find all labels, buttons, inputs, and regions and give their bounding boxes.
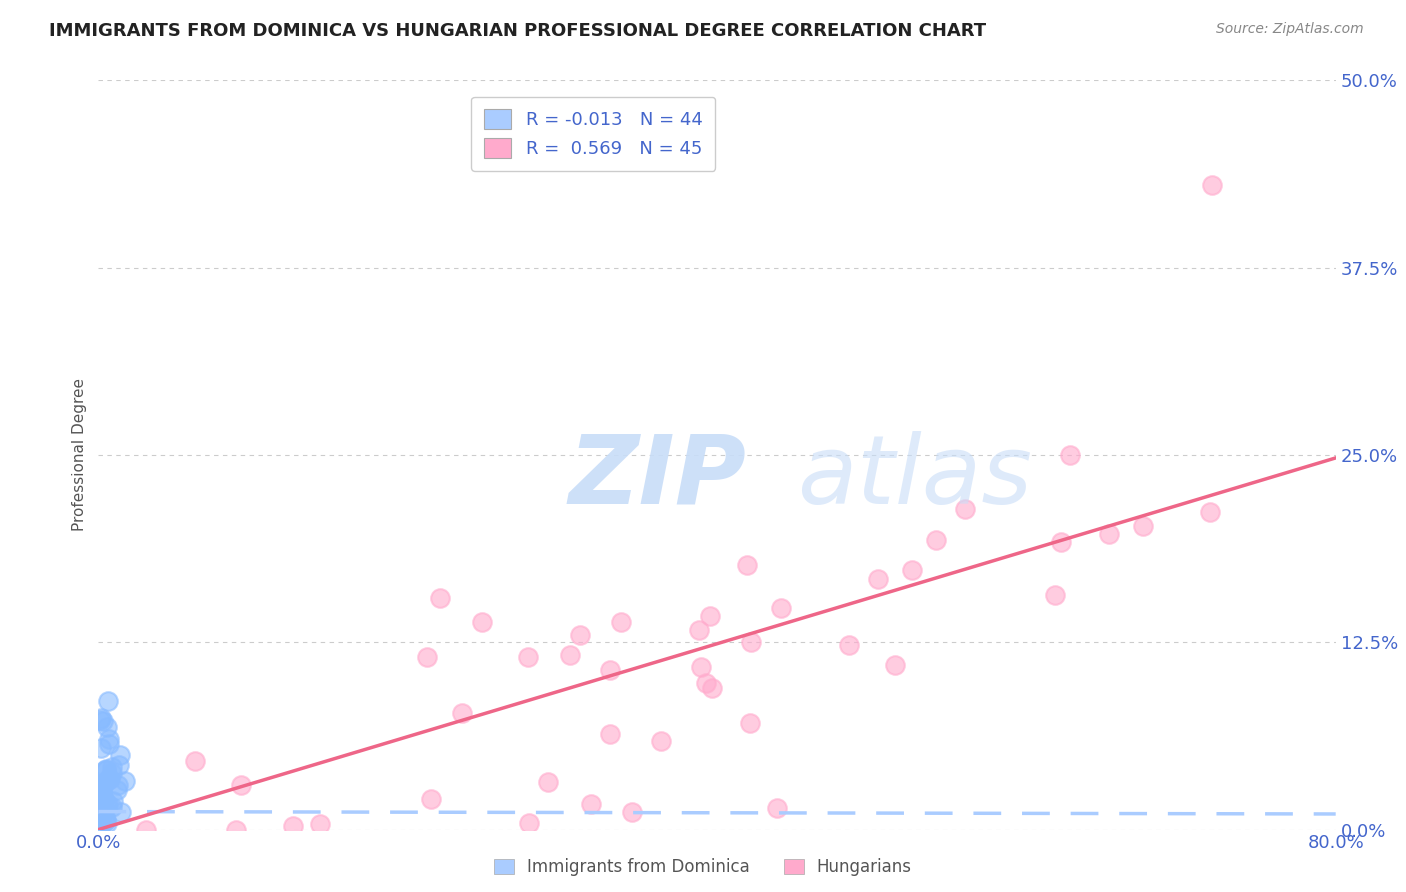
Point: [688, 624, 710, 638]
Point: [568, 627, 591, 641]
Y-axis label: Professional Degree: Professional Degree: [72, 378, 87, 532]
Point: [1132, 519, 1154, 533]
Point: [581, 797, 603, 812]
Text: ZIP: ZIP: [568, 431, 747, 524]
Point: [93, 810, 115, 824]
Point: [416, 650, 439, 665]
Point: [90, 809, 112, 823]
Point: [96, 763, 118, 777]
Legend: Immigrants from Dominica, Hungarians: Immigrants from Dominica, Hungarians: [488, 852, 918, 883]
Point: [91, 714, 114, 728]
Point: [953, 502, 976, 516]
Point: [838, 638, 860, 652]
Point: [766, 801, 789, 815]
Point: [690, 660, 713, 674]
Point: [89, 713, 111, 727]
Point: [558, 648, 581, 662]
Point: [281, 819, 304, 833]
Legend: R = -0.013   N = 44, R =  0.569   N = 45: R = -0.013 N = 44, R = 0.569 N = 45: [471, 97, 716, 171]
Point: [650, 733, 672, 747]
Point: [90, 779, 112, 793]
Point: [97, 797, 120, 811]
Point: [471, 615, 494, 629]
Point: [96, 816, 118, 830]
Point: [114, 774, 136, 789]
Point: [620, 805, 643, 819]
Point: [98, 731, 121, 746]
Point: [110, 805, 132, 819]
Point: [90, 777, 112, 791]
Point: [90, 777, 112, 791]
Point: [97, 772, 120, 787]
Point: [108, 747, 131, 762]
Point: [96, 720, 118, 734]
Point: [429, 591, 451, 605]
Point: [517, 815, 540, 830]
Point: [89, 795, 111, 809]
Point: [225, 822, 247, 837]
Point: [90, 711, 112, 725]
Point: [94, 763, 117, 777]
Point: [89, 821, 111, 835]
Point: [98, 737, 121, 751]
Point: [98, 772, 121, 786]
Point: [91, 795, 114, 809]
Point: [699, 609, 721, 624]
Text: Source: ZipAtlas.com: Source: ZipAtlas.com: [1216, 22, 1364, 37]
Point: [866, 572, 889, 586]
Point: [90, 740, 112, 755]
Point: [108, 758, 131, 772]
Text: atlas: atlas: [797, 431, 1032, 524]
Point: [309, 817, 332, 831]
Point: [735, 558, 758, 572]
Point: [740, 715, 762, 730]
Point: [419, 791, 441, 805]
Point: [610, 615, 633, 629]
Point: [89, 821, 111, 835]
Point: [924, 533, 946, 547]
Point: [900, 563, 922, 577]
Point: [100, 759, 122, 773]
Text: IMMIGRANTS FROM DOMINICA VS HUNGARIAN PROFESSIONAL DEGREE CORRELATION CHART: IMMIGRANTS FROM DOMINICA VS HUNGARIAN PR…: [49, 22, 987, 40]
Point: [96, 798, 118, 813]
Point: [93, 814, 115, 829]
Point: [1199, 505, 1222, 519]
Point: [1045, 588, 1067, 602]
Point: [98, 772, 121, 787]
Point: [769, 601, 792, 615]
Point: [97, 693, 120, 707]
Point: [536, 775, 558, 789]
Point: [695, 675, 717, 690]
Point: [884, 658, 907, 673]
Point: [451, 706, 474, 720]
Point: [231, 778, 253, 792]
Point: [93, 792, 115, 806]
Point: [93, 775, 115, 789]
Point: [700, 681, 723, 696]
Point: [135, 822, 157, 837]
Point: [90, 781, 112, 796]
Point: [1098, 527, 1121, 541]
Point: [1049, 534, 1071, 549]
Point: [101, 794, 124, 808]
Point: [599, 726, 621, 740]
Point: [90, 795, 112, 809]
Point: [96, 813, 118, 827]
Point: [1059, 448, 1081, 462]
Point: [93, 792, 115, 806]
Point: [107, 783, 129, 797]
Point: [90, 787, 112, 801]
Point: [740, 635, 762, 649]
Point: [1201, 178, 1223, 193]
Point: [599, 663, 621, 677]
Point: [107, 778, 129, 792]
Point: [184, 754, 207, 768]
Point: [100, 766, 122, 780]
Point: [94, 763, 117, 777]
Point: [101, 799, 124, 814]
Point: [517, 650, 540, 665]
